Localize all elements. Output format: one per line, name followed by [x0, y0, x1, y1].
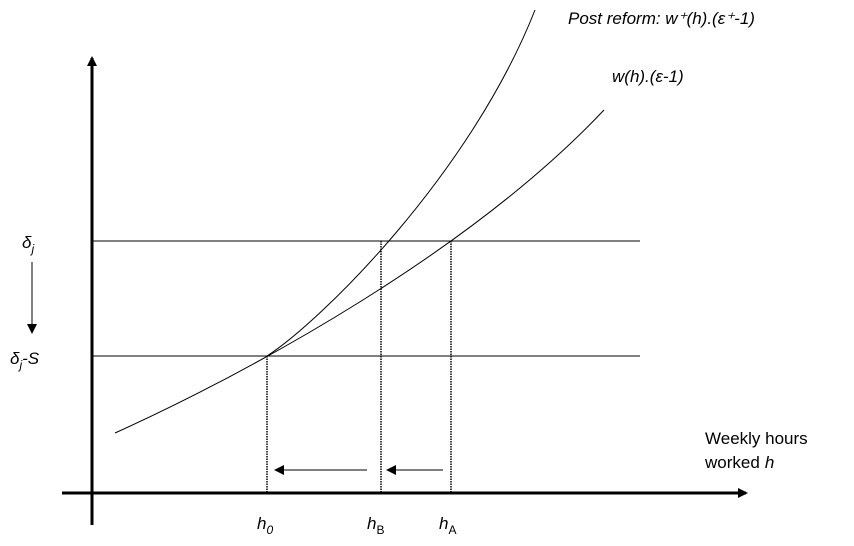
curve-label: w(h).(ε-1) — [612, 67, 684, 86]
y-label: δj-S — [10, 349, 40, 372]
x-label: h0 — [257, 514, 273, 537]
curve — [114, 109, 605, 434]
curve — [266, 9, 536, 357]
x-label: hB — [367, 514, 384, 537]
y-label: δj — [22, 233, 34, 256]
axis-label: worked h — [704, 453, 774, 472]
axis-label: Weekly hours — [705, 429, 808, 448]
x-label: hA — [439, 514, 456, 537]
curve-label: Post reform: w⁺(h).(ε⁺-1) — [568, 9, 755, 28]
